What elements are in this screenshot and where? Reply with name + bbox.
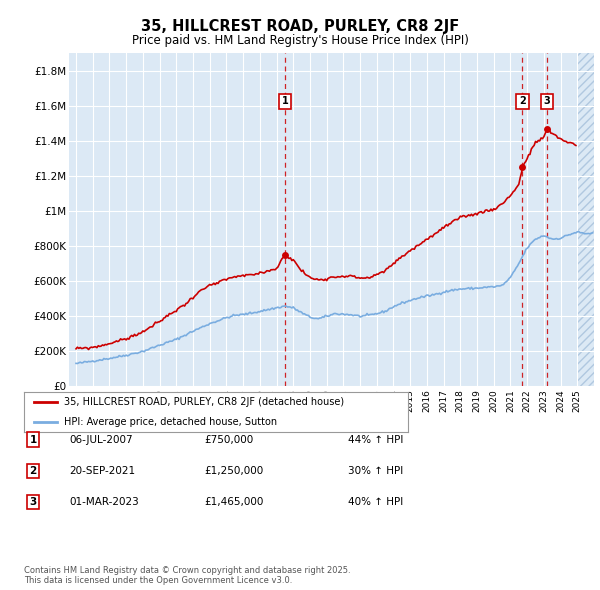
Text: Contains HM Land Registry data © Crown copyright and database right 2025.
This d: Contains HM Land Registry data © Crown c… <box>24 566 350 585</box>
Text: 3: 3 <box>29 497 37 507</box>
Text: 1: 1 <box>281 96 288 106</box>
Text: 06-JUL-2007: 06-JUL-2007 <box>69 435 133 444</box>
Text: 35, HILLCREST ROAD, PURLEY, CR8 2JF (detached house): 35, HILLCREST ROAD, PURLEY, CR8 2JF (det… <box>64 397 344 407</box>
Text: 40% ↑ HPI: 40% ↑ HPI <box>348 497 403 507</box>
Text: HPI: Average price, detached house, Sutton: HPI: Average price, detached house, Sutt… <box>64 417 277 427</box>
Text: 35, HILLCREST ROAD, PURLEY, CR8 2JF: 35, HILLCREST ROAD, PURLEY, CR8 2JF <box>141 19 459 34</box>
Text: 44% ↑ HPI: 44% ↑ HPI <box>348 435 403 444</box>
Text: 1: 1 <box>29 435 37 444</box>
Text: £1,465,000: £1,465,000 <box>204 497 263 507</box>
Text: 30% ↑ HPI: 30% ↑ HPI <box>348 466 403 476</box>
Text: 2: 2 <box>519 96 526 106</box>
Text: 2: 2 <box>29 466 37 476</box>
Text: £1,250,000: £1,250,000 <box>204 466 263 476</box>
Text: Price paid vs. HM Land Registry's House Price Index (HPI): Price paid vs. HM Land Registry's House … <box>131 34 469 47</box>
Text: 3: 3 <box>544 96 550 106</box>
Text: 20-SEP-2021: 20-SEP-2021 <box>69 466 135 476</box>
Text: £750,000: £750,000 <box>204 435 253 444</box>
Text: 01-MAR-2023: 01-MAR-2023 <box>69 497 139 507</box>
